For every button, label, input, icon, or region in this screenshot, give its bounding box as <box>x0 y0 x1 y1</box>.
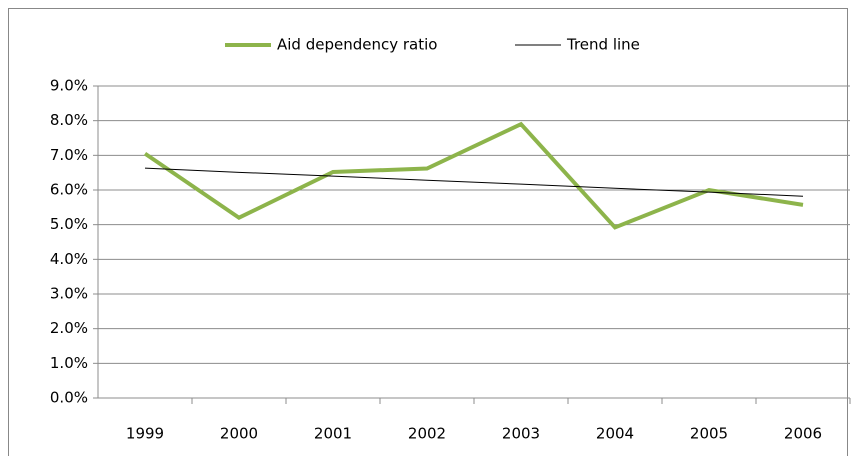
y-tick-label: 0.0% <box>50 389 88 407</box>
y-tick-label: 2.0% <box>50 319 88 337</box>
x-tick-label: 1999 <box>126 425 164 443</box>
y-tick-label: 6.0% <box>50 181 88 199</box>
y-tick-label: 3.0% <box>50 285 88 303</box>
x-tick-label: 2000 <box>220 425 258 443</box>
y-tick-label: 8.0% <box>50 111 88 129</box>
legend-label: Trend line <box>566 36 640 54</box>
y-tick-label: 1.0% <box>50 354 88 372</box>
series-line <box>144 167 804 197</box>
x-tick-label: 2006 <box>784 425 822 443</box>
y-tick-label: 5.0% <box>50 215 88 233</box>
y-tick-label: 9.0% <box>50 77 88 95</box>
legend-label: Aid dependency ratio <box>277 36 437 54</box>
x-tick-label: 2005 <box>690 425 728 443</box>
x-tick-label: 2002 <box>408 425 446 443</box>
series-line <box>143 121 804 230</box>
y-tick-label: 7.0% <box>50 146 88 164</box>
y-tick-label: 4.0% <box>50 250 88 268</box>
x-tick-label: 2004 <box>596 425 634 443</box>
x-tick-label: 2003 <box>502 425 540 443</box>
x-tick-label: 2001 <box>314 425 352 443</box>
chart-frame <box>8 8 848 456</box>
